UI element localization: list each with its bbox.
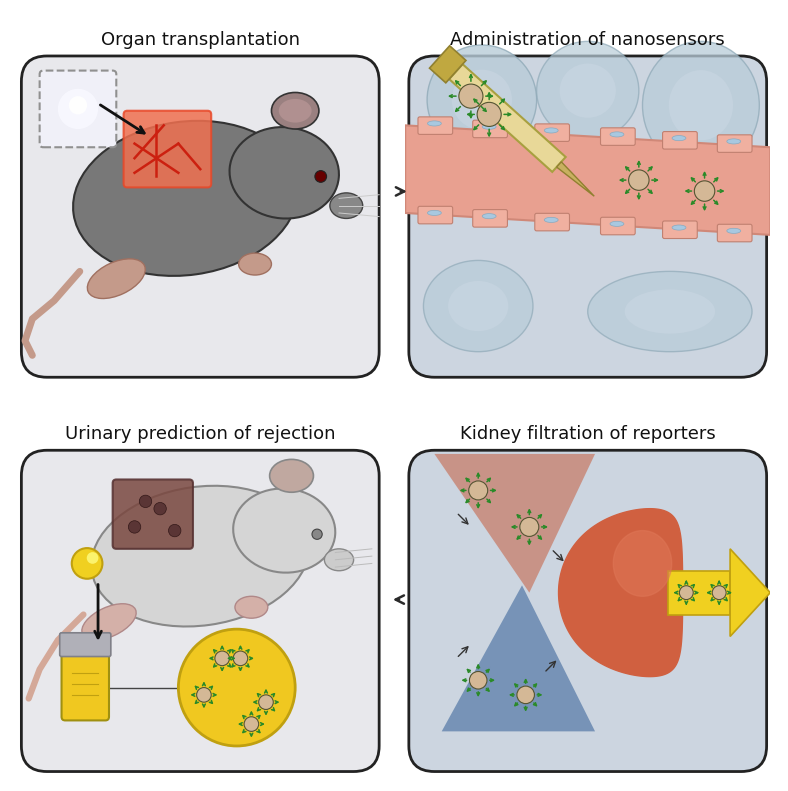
Ellipse shape — [727, 139, 741, 144]
FancyBboxPatch shape — [113, 479, 193, 549]
Polygon shape — [429, 46, 466, 83]
Ellipse shape — [672, 135, 686, 141]
Ellipse shape — [727, 229, 741, 233]
FancyBboxPatch shape — [124, 111, 211, 187]
Ellipse shape — [82, 604, 136, 640]
FancyBboxPatch shape — [600, 218, 635, 235]
Text: Organ transplantation: Organ transplantation — [101, 31, 299, 48]
Polygon shape — [405, 125, 771, 235]
Ellipse shape — [545, 218, 558, 222]
Ellipse shape — [669, 70, 733, 141]
Circle shape — [169, 524, 181, 537]
Circle shape — [197, 687, 211, 702]
Ellipse shape — [672, 225, 686, 230]
FancyBboxPatch shape — [473, 210, 507, 227]
Polygon shape — [434, 454, 595, 592]
Ellipse shape — [271, 93, 319, 129]
FancyBboxPatch shape — [409, 56, 767, 377]
FancyBboxPatch shape — [61, 640, 109, 721]
Ellipse shape — [325, 549, 354, 571]
FancyBboxPatch shape — [39, 70, 117, 147]
Ellipse shape — [545, 128, 558, 133]
Ellipse shape — [73, 121, 298, 276]
Ellipse shape — [610, 221, 624, 226]
Ellipse shape — [269, 460, 314, 492]
Text: Urinary prediction of rejection: Urinary prediction of rejection — [65, 425, 336, 443]
FancyBboxPatch shape — [21, 450, 379, 771]
Ellipse shape — [559, 63, 616, 118]
FancyBboxPatch shape — [668, 571, 730, 615]
FancyBboxPatch shape — [60, 633, 111, 657]
Circle shape — [470, 672, 487, 689]
Ellipse shape — [482, 214, 496, 219]
FancyBboxPatch shape — [663, 131, 697, 149]
FancyBboxPatch shape — [717, 225, 752, 242]
Circle shape — [312, 529, 322, 539]
Circle shape — [128, 520, 141, 533]
Circle shape — [315, 171, 326, 182]
Polygon shape — [556, 162, 594, 196]
FancyBboxPatch shape — [600, 128, 635, 146]
Polygon shape — [442, 585, 595, 732]
Ellipse shape — [330, 193, 362, 218]
Ellipse shape — [642, 41, 760, 169]
Ellipse shape — [448, 281, 508, 331]
Ellipse shape — [91, 486, 309, 626]
Polygon shape — [449, 64, 566, 172]
Circle shape — [215, 651, 229, 666]
Ellipse shape — [427, 210, 441, 215]
FancyBboxPatch shape — [21, 56, 379, 377]
FancyBboxPatch shape — [663, 221, 697, 239]
Circle shape — [258, 694, 273, 710]
Circle shape — [694, 181, 715, 201]
Ellipse shape — [235, 596, 268, 619]
Ellipse shape — [229, 127, 339, 218]
Text: Kidney filtration of reporters: Kidney filtration of reporters — [460, 425, 716, 443]
Ellipse shape — [588, 271, 752, 352]
Ellipse shape — [427, 45, 537, 154]
Circle shape — [154, 502, 166, 515]
Circle shape — [459, 84, 483, 108]
Circle shape — [233, 651, 247, 666]
Circle shape — [520, 517, 539, 536]
Circle shape — [72, 548, 102, 579]
Polygon shape — [613, 531, 671, 596]
Circle shape — [178, 629, 296, 746]
Circle shape — [244, 717, 258, 732]
Ellipse shape — [233, 489, 335, 573]
Circle shape — [87, 552, 98, 564]
Ellipse shape — [482, 124, 496, 129]
Ellipse shape — [537, 41, 639, 140]
Text: Administration of nanosensors: Administration of nanosensors — [451, 31, 725, 48]
Circle shape — [517, 686, 534, 704]
FancyBboxPatch shape — [409, 450, 767, 771]
Circle shape — [58, 89, 98, 129]
Ellipse shape — [452, 70, 512, 130]
Ellipse shape — [427, 121, 441, 126]
Ellipse shape — [239, 253, 271, 275]
FancyBboxPatch shape — [535, 214, 570, 231]
FancyBboxPatch shape — [717, 134, 752, 153]
Circle shape — [69, 97, 87, 115]
Polygon shape — [730, 549, 771, 637]
FancyBboxPatch shape — [473, 120, 507, 138]
Polygon shape — [559, 509, 682, 676]
Circle shape — [139, 495, 152, 508]
FancyBboxPatch shape — [418, 206, 452, 224]
Ellipse shape — [279, 99, 311, 123]
Circle shape — [629, 170, 649, 191]
Circle shape — [477, 102, 501, 127]
Ellipse shape — [625, 290, 715, 334]
Ellipse shape — [87, 259, 145, 298]
FancyBboxPatch shape — [535, 124, 570, 142]
Circle shape — [712, 585, 726, 600]
Ellipse shape — [610, 132, 624, 137]
Circle shape — [469, 481, 488, 500]
FancyBboxPatch shape — [418, 117, 452, 134]
Ellipse shape — [423, 260, 533, 352]
Circle shape — [679, 585, 693, 600]
